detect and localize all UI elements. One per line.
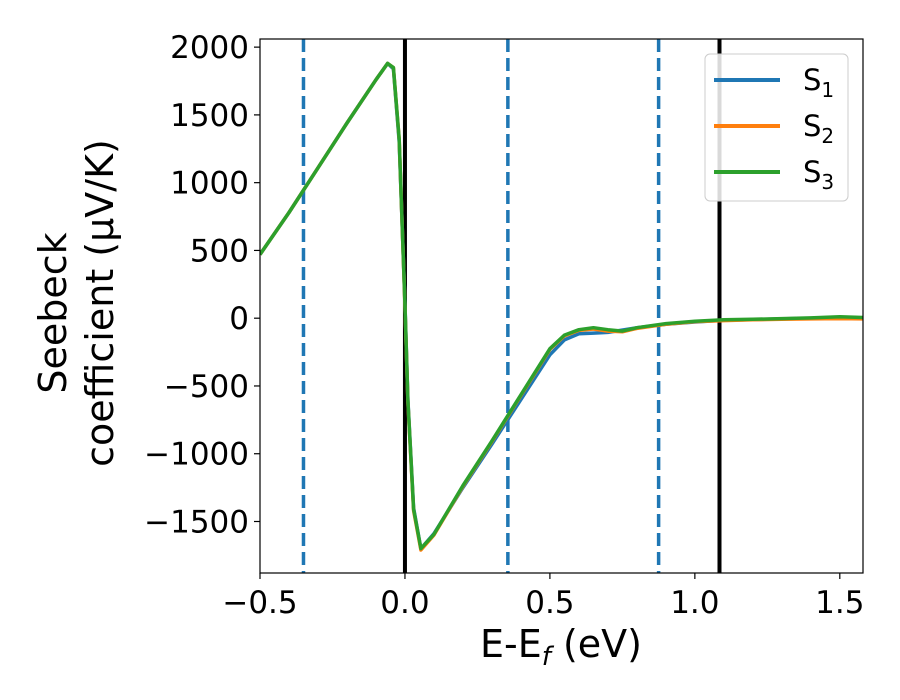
legend-label-name: S — [803, 155, 821, 189]
legend-label-sub: 2 — [821, 124, 834, 148]
legend-label-sub: 3 — [821, 170, 834, 194]
y-axis-label-line2: coefficient (μV/K) — [78, 139, 122, 467]
y-tick-label-7: −1000 — [144, 437, 249, 473]
series-line-s3 — [260, 61, 863, 551]
y-tick-label-1: 2000 — [170, 30, 249, 66]
x-axis-label-unit: (eV) — [551, 622, 642, 666]
series-layer — [260, 61, 863, 552]
reference-lines — [301, 39, 722, 573]
x-tick-label-1: −0.5 — [222, 585, 297, 621]
legend-label-name: S — [803, 109, 821, 143]
y-tick-label-8: −1500 — [144, 504, 249, 540]
y-axis-ticks: 2000 1500 1000 500 0 −500 −1000 −1500 — [144, 30, 260, 540]
x-tick-label-4: 1.0 — [670, 585, 719, 621]
y-tick-label-6: −500 — [164, 369, 249, 405]
x-axis-label-main: E-E — [480, 622, 542, 666]
legend-label-s3: S3 — [803, 155, 834, 194]
x-axis-ticks: −0.5 0.0 0.5 1.0 1.5 — [222, 573, 864, 621]
y-tick-label-4: 500 — [190, 233, 249, 269]
plot-frame — [259, 38, 864, 574]
x-tick-label-5: 1.5 — [815, 585, 864, 621]
x-tick-label-3: 0.5 — [525, 585, 574, 621]
y-axis-label-line1: Seebeck — [31, 232, 75, 393]
legend-label-s2: S2 — [803, 109, 834, 148]
legend-label-name: S — [803, 63, 821, 97]
y-tick-label-3: 1000 — [170, 166, 249, 202]
y-tick-label-5: 0 — [229, 301, 249, 337]
legend-label-sub: 1 — [821, 78, 834, 102]
x-axis-label: E-Ef (eV) — [480, 622, 642, 672]
legend-label-s1: S1 — [803, 63, 834, 102]
y-axis-label: Seebeck coefficient (μV/K) — [31, 139, 122, 467]
y-tick-label-2: 1500 — [170, 98, 249, 134]
x-tick-label-2: 0.0 — [380, 585, 429, 621]
